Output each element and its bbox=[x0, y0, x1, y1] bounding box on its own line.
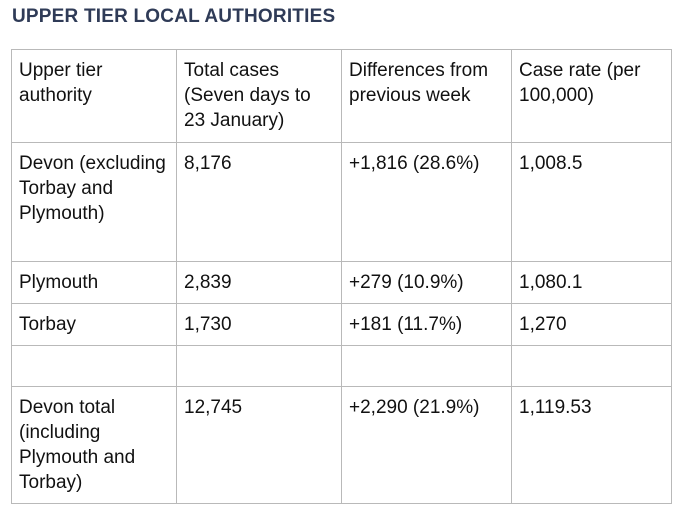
cell-difference: +181 (11.7%) bbox=[341, 303, 512, 346]
table-row: Devon (excluding Torbay and Plymouth) 8,… bbox=[11, 142, 672, 262]
cell-difference: +279 (10.9%) bbox=[341, 261, 512, 304]
header-case-rate: Case rate (per 100,000) bbox=[511, 49, 672, 143]
header-differences: Differences from previous week bbox=[341, 49, 512, 143]
cell-case-rate: 1,080.1 bbox=[511, 261, 672, 304]
page-title: UPPER TIER LOCAL AUTHORITIES bbox=[12, 6, 336, 27]
cell-authority: Torbay bbox=[11, 303, 177, 346]
cell-total-cases: 1,730 bbox=[176, 303, 342, 346]
header-authority: Upper tier authority bbox=[11, 49, 177, 143]
cell-empty bbox=[176, 345, 342, 387]
cell-case-rate: 1,008.5 bbox=[511, 142, 672, 262]
cell-authority: Devon (excluding Torbay and Plymouth) bbox=[11, 142, 177, 262]
cell-total-cases: 2,839 bbox=[176, 261, 342, 304]
cell-difference: +2,290 (21.9%) bbox=[341, 386, 512, 504]
cell-empty bbox=[341, 345, 512, 387]
cell-authority: Plymouth bbox=[11, 261, 177, 304]
cell-case-rate: 1,119.53 bbox=[511, 386, 672, 504]
cell-empty bbox=[511, 345, 672, 387]
table-row-total: Devon total (including Plymouth and Torb… bbox=[11, 386, 672, 504]
table-row: Torbay 1,730 +181 (11.7%) 1,270 bbox=[11, 303, 672, 346]
header-total-cases: Total cases (Seven days to 23 January) bbox=[176, 49, 342, 143]
cell-difference: +1,816 (28.6%) bbox=[341, 142, 512, 262]
authorities-table: Upper tier authority Total cases (Seven … bbox=[11, 49, 672, 504]
cell-case-rate: 1,270 bbox=[511, 303, 672, 346]
cell-authority: Devon total (including Plymouth and Torb… bbox=[11, 386, 177, 504]
cell-empty bbox=[11, 345, 177, 387]
table-row: Plymouth 2,839 +279 (10.9%) 1,080.1 bbox=[11, 261, 672, 304]
cell-total-cases: 12,745 bbox=[176, 386, 342, 504]
table-header-row: Upper tier authority Total cases (Seven … bbox=[11, 49, 672, 143]
table-row-empty bbox=[11, 345, 672, 387]
cell-total-cases: 8,176 bbox=[176, 142, 342, 262]
